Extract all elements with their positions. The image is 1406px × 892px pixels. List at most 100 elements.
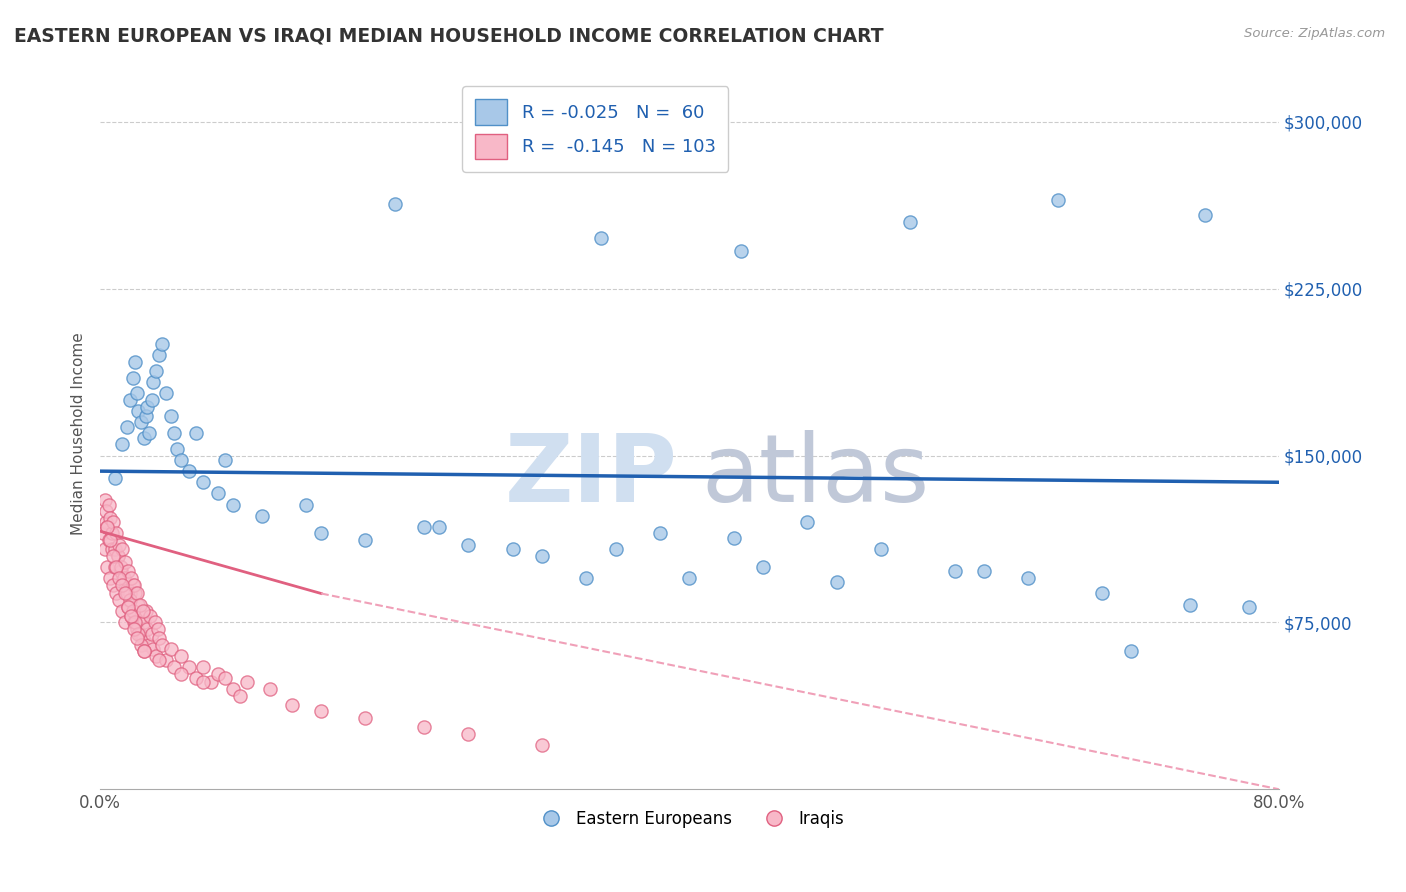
Point	[114, 615, 136, 630]
Point	[870, 541, 893, 556]
Point	[124, 586, 146, 600]
Point	[135, 409, 157, 423]
Point	[117, 564, 139, 578]
Point	[103, 549, 125, 563]
Point	[145, 648, 167, 663]
Point	[143, 615, 166, 630]
Point	[103, 577, 125, 591]
Point	[229, 689, 252, 703]
Point	[678, 571, 700, 585]
Point	[295, 498, 318, 512]
Point	[138, 638, 160, 652]
Point	[125, 622, 148, 636]
Point	[132, 604, 155, 618]
Point	[605, 541, 627, 556]
Point	[200, 675, 222, 690]
Point	[163, 426, 186, 441]
Point	[170, 666, 193, 681]
Legend: Eastern Europeans, Iraqis: Eastern Europeans, Iraqis	[527, 803, 851, 834]
Point	[531, 549, 554, 563]
Point	[111, 541, 134, 556]
Point	[589, 230, 612, 244]
Point	[96, 520, 118, 534]
Point	[115, 586, 138, 600]
Point	[135, 604, 157, 618]
Text: Source: ZipAtlas.com: Source: ZipAtlas.com	[1244, 27, 1385, 40]
Point	[100, 571, 122, 585]
Point	[900, 215, 922, 229]
Point	[112, 571, 135, 585]
Point	[107, 549, 129, 563]
Point	[111, 577, 134, 591]
Point	[1180, 598, 1202, 612]
Point	[163, 660, 186, 674]
Point	[94, 504, 117, 518]
Point	[101, 541, 124, 556]
Point	[354, 533, 377, 547]
Point	[96, 559, 118, 574]
Point	[105, 586, 128, 600]
Point	[124, 355, 146, 369]
Point	[103, 516, 125, 530]
Point	[177, 464, 200, 478]
Point	[184, 426, 207, 441]
Point	[134, 431, 156, 445]
Point	[146, 622, 169, 636]
Point	[207, 486, 229, 500]
Text: EASTERN EUROPEAN VS IRAQI MEDIAN HOUSEHOLD INCOME CORRELATION CHART: EASTERN EUROPEAN VS IRAQI MEDIAN HOUSEHO…	[14, 27, 884, 45]
Point	[117, 599, 139, 614]
Point	[1194, 208, 1216, 222]
Point	[125, 586, 148, 600]
Point	[1017, 571, 1039, 585]
Point	[134, 644, 156, 658]
Point	[160, 409, 183, 423]
Point	[531, 738, 554, 752]
Point	[148, 653, 170, 667]
Point	[1121, 644, 1143, 658]
Point	[129, 626, 152, 640]
Point	[125, 386, 148, 401]
Point	[111, 604, 134, 618]
Point	[136, 622, 159, 636]
Point	[575, 571, 598, 585]
Point	[91, 526, 114, 541]
Point	[193, 675, 215, 690]
Point	[155, 386, 177, 401]
Point	[96, 520, 118, 534]
Point	[124, 615, 146, 630]
Point	[105, 559, 128, 574]
Point	[132, 631, 155, 645]
Point	[114, 586, 136, 600]
Point	[207, 666, 229, 681]
Point	[170, 648, 193, 663]
Point	[723, 531, 745, 545]
Point	[166, 442, 188, 456]
Point	[120, 608, 142, 623]
Point	[1046, 193, 1069, 207]
Point	[115, 582, 138, 596]
Point	[98, 533, 121, 547]
Text: atlas: atlas	[702, 430, 929, 522]
Point	[145, 364, 167, 378]
Point	[796, 516, 818, 530]
Point	[384, 197, 406, 211]
Point	[131, 608, 153, 623]
Point	[825, 575, 848, 590]
Point	[138, 426, 160, 441]
Point	[141, 392, 163, 407]
Point	[129, 598, 152, 612]
Point	[148, 349, 170, 363]
Point	[150, 337, 173, 351]
Point	[648, 526, 671, 541]
Point	[280, 698, 302, 712]
Point	[94, 516, 117, 530]
Point	[114, 555, 136, 569]
Point	[111, 437, 134, 451]
Point	[112, 571, 135, 585]
Point	[107, 549, 129, 563]
Point	[93, 541, 115, 556]
Point	[136, 400, 159, 414]
Point	[973, 564, 995, 578]
Point	[100, 511, 122, 525]
Point	[104, 559, 127, 574]
